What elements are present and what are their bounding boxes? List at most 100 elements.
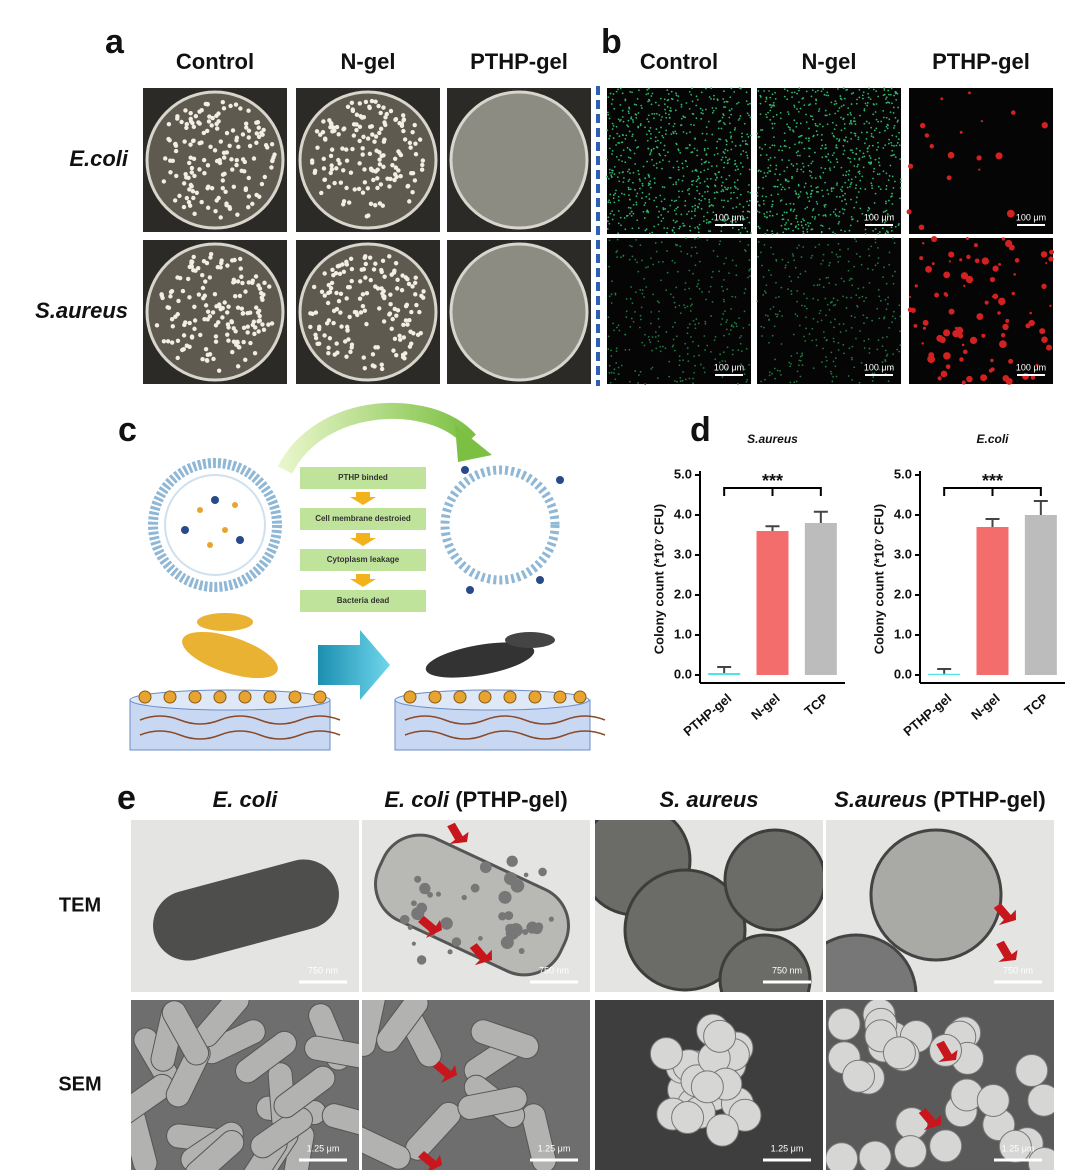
live-cell <box>732 191 735 194</box>
live-cell <box>846 186 849 189</box>
row-label: TEM <box>59 894 101 916</box>
y-tick-label: 2.0 <box>674 586 692 601</box>
live-cell <box>648 129 650 132</box>
live-cell <box>799 375 802 378</box>
live-cell <box>627 156 630 159</box>
live-cell <box>676 160 679 163</box>
colony <box>410 284 415 289</box>
coccus <box>929 1129 963 1163</box>
live-cell <box>861 175 864 178</box>
live-cell <box>818 243 821 246</box>
live-cell <box>867 206 870 209</box>
live-cell <box>801 352 804 355</box>
live-cell <box>830 351 833 354</box>
live-cell <box>623 193 626 196</box>
live-cell <box>606 111 609 114</box>
live-cell <box>629 198 631 201</box>
live-cell <box>747 276 750 279</box>
live-cell <box>859 114 861 117</box>
live-cell <box>868 122 871 125</box>
live-cell <box>876 173 879 176</box>
live-cell <box>765 195 768 198</box>
live-cell <box>889 93 892 96</box>
colony <box>184 125 189 130</box>
live-cell <box>748 114 750 117</box>
colony <box>184 195 190 201</box>
dead-cell <box>1049 249 1054 255</box>
colony <box>401 335 407 340</box>
live-cell <box>745 347 748 350</box>
live-cell <box>796 300 798 303</box>
colony <box>354 112 360 117</box>
live-cell <box>625 298 628 300</box>
live-cell <box>730 325 733 327</box>
live-cell <box>631 135 634 138</box>
live-cell <box>853 316 856 319</box>
dead-cell <box>1039 328 1046 335</box>
live-cell <box>802 230 805 233</box>
live-cell <box>847 173 850 176</box>
live-cell <box>886 353 889 356</box>
live-cell <box>649 137 652 140</box>
live-cell <box>841 190 843 193</box>
colony <box>312 170 317 176</box>
colony <box>214 121 219 127</box>
live-cell <box>763 90 765 92</box>
live-cell <box>805 113 807 116</box>
dead-cell <box>959 130 963 134</box>
colony <box>308 324 313 330</box>
rod <box>520 1103 557 1170</box>
live-cell <box>690 151 693 154</box>
live-cell <box>659 350 662 353</box>
live-cell <box>644 333 646 336</box>
colony <box>344 296 349 301</box>
live-cell <box>773 156 776 159</box>
live-cell <box>830 372 833 375</box>
red-arrow <box>469 943 492 966</box>
colony <box>313 332 318 338</box>
live-cell <box>776 185 779 188</box>
live-cell <box>659 345 662 348</box>
colony <box>225 310 230 315</box>
live-cell <box>637 169 640 172</box>
live-cell <box>885 230 888 232</box>
colony <box>334 290 339 296</box>
live-cell <box>684 200 687 202</box>
colony <box>243 186 249 191</box>
live-cell <box>851 149 853 152</box>
live-cell <box>825 114 828 117</box>
dead-cell <box>914 284 918 288</box>
live-cell <box>632 171 635 174</box>
live-cell <box>611 128 614 130</box>
live-cell <box>803 147 806 150</box>
live-cell <box>653 182 656 184</box>
live-cell <box>608 168 611 171</box>
live-cell <box>887 380 890 383</box>
live-cell <box>610 293 613 296</box>
live-cell <box>662 345 664 348</box>
live-cell <box>756 210 759 213</box>
mechanism-diagram <box>129 402 606 751</box>
live-cell <box>722 122 725 124</box>
live-cell <box>720 199 723 202</box>
live-cell <box>691 303 693 306</box>
colony <box>389 326 394 332</box>
live-cell <box>661 186 664 188</box>
live-cell <box>746 210 749 213</box>
live-cell <box>847 248 849 250</box>
live-cell <box>892 111 895 114</box>
live-cell <box>682 222 684 225</box>
live-cell <box>773 136 775 138</box>
live-cell <box>694 227 697 229</box>
colony <box>382 274 387 279</box>
live-cell <box>841 186 844 188</box>
live-cell <box>737 119 740 121</box>
dead-cell <box>1041 122 1048 129</box>
colony <box>166 305 172 311</box>
live-cell <box>656 146 659 149</box>
colony <box>357 124 363 129</box>
live-cell <box>737 188 739 191</box>
colony <box>410 129 415 135</box>
live-cell <box>747 191 749 193</box>
debris <box>461 894 467 901</box>
